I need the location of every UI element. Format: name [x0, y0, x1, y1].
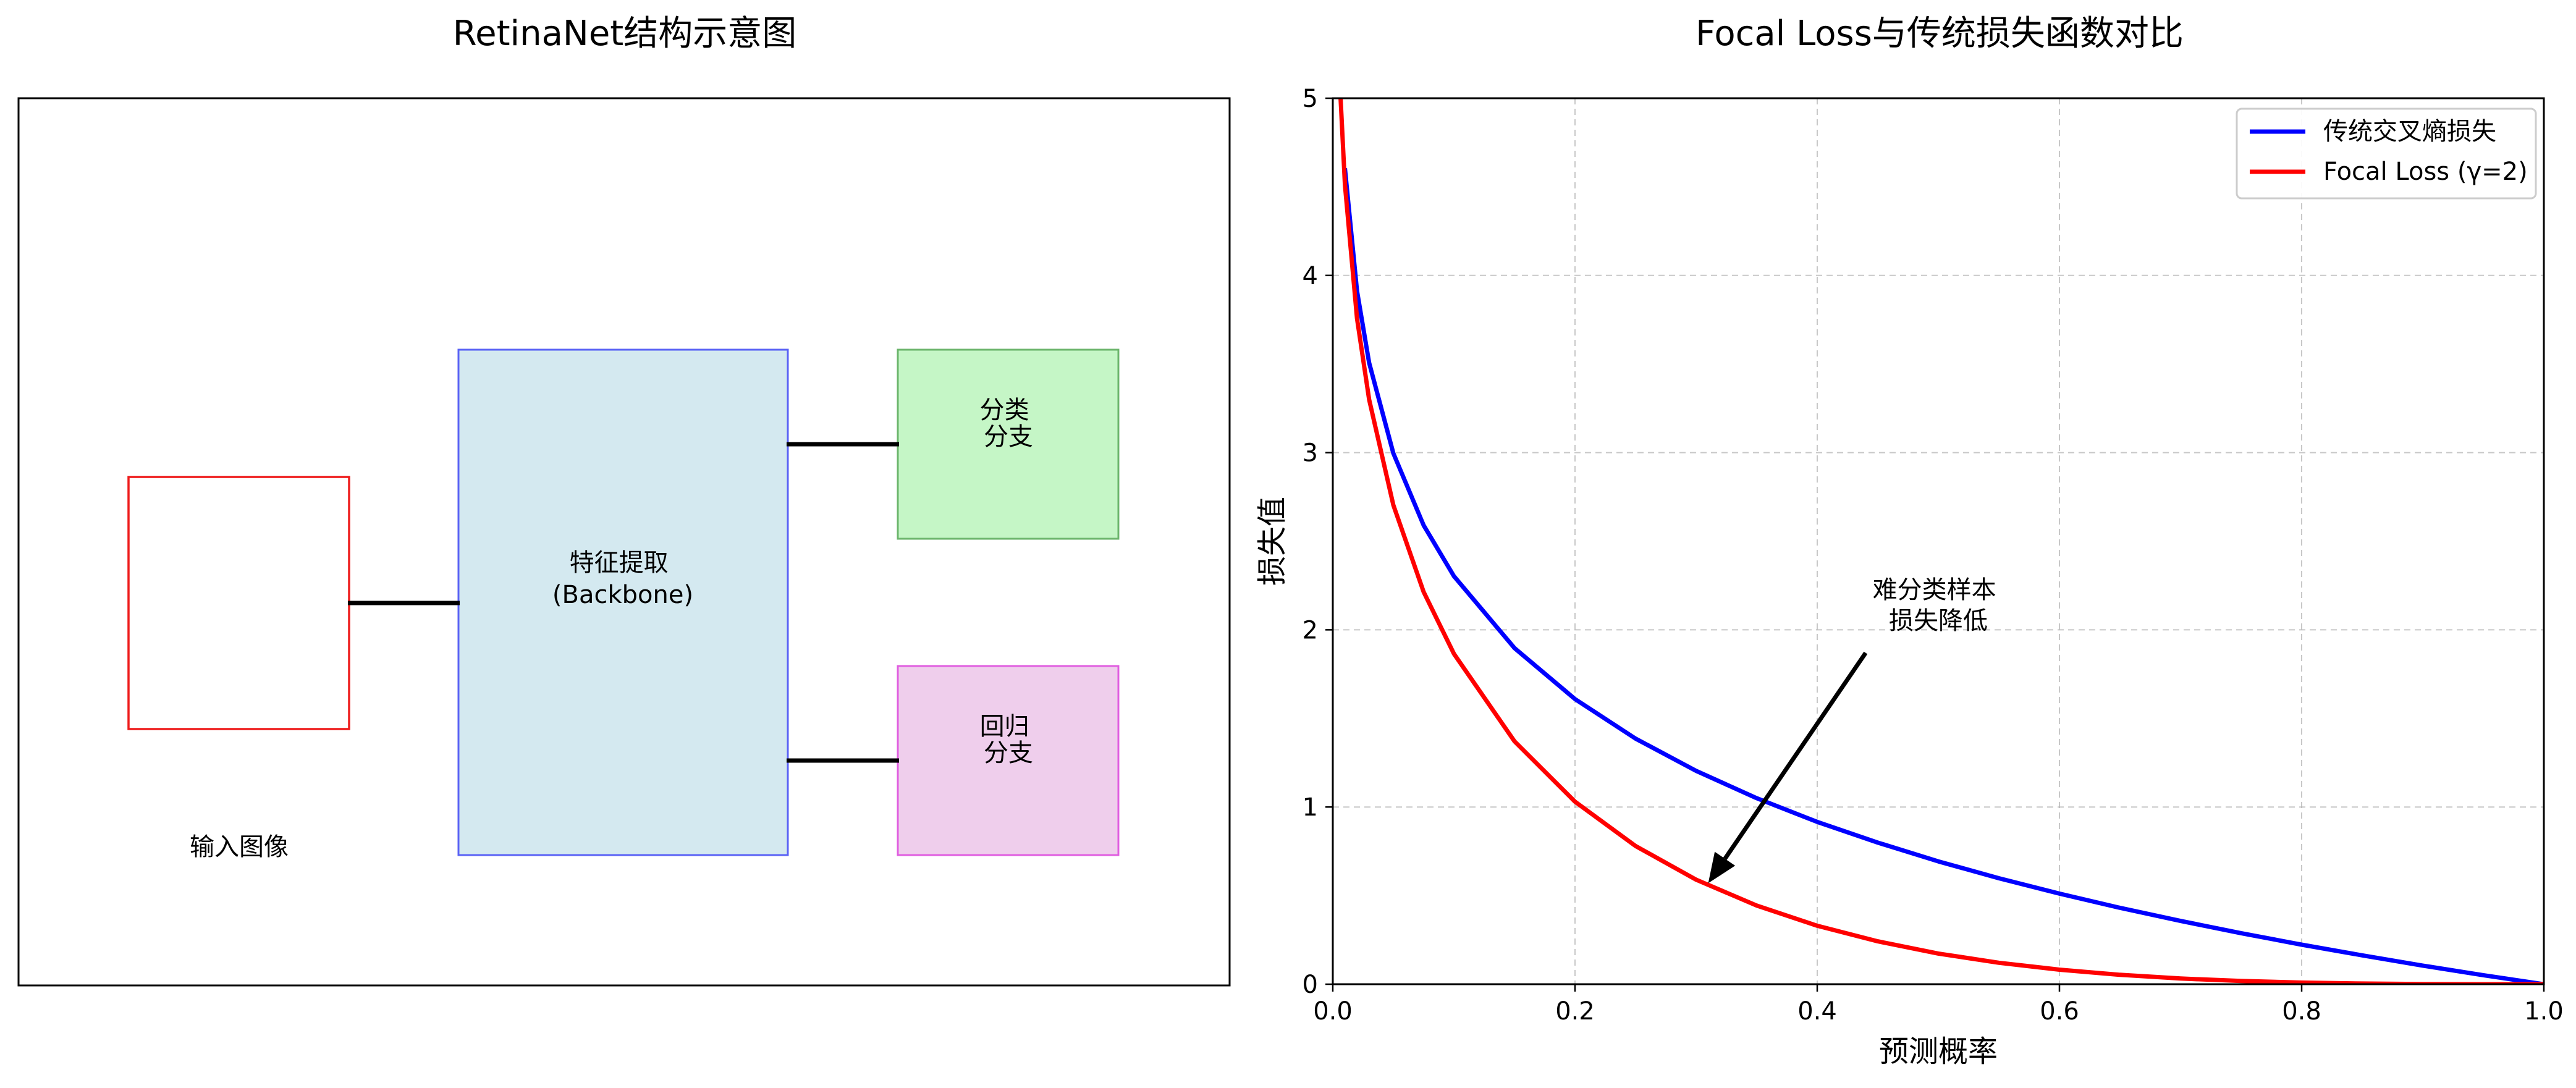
x-tick-label: 0.0	[1313, 997, 1353, 1026]
backbone-label: 特征提取 (Backbone)	[552, 549, 693, 609]
y-tick-label: 2	[1303, 616, 1318, 644]
annotation: 难分类样本 损失降低	[1708, 576, 2004, 883]
backbone-box	[457, 348, 789, 856]
legend-label-focal-loss: Focal Loss (γ=2)	[2323, 158, 2528, 186]
axis-ticks: 0.0 0.2 0.4 0.6 0.8 1.0 0 1 2 3 4 5	[1303, 85, 2564, 1026]
x-tick-label: 0.4	[1797, 997, 1837, 1026]
regression-label-line2: 分支	[984, 739, 1033, 767]
series-line-1	[1338, 98, 2544, 984]
diagram-title: RetinaNet结构示意图	[453, 14, 796, 54]
y-tick-label: 3	[1303, 439, 1318, 468]
regression-branch-label: 回归 分支	[980, 712, 1037, 767]
y-tick-label: 5	[1303, 85, 1318, 113]
classification-branch-label: 分类 分支	[980, 396, 1037, 451]
input-image-box	[127, 476, 350, 730]
retinanet-diagram: RetinaNet结构示意图 输入图像 特征提取 (Backbone) 分类 分…	[17, 14, 1231, 987]
annotation-line1: 难分类样本	[1873, 576, 1996, 604]
legend: 传统交叉熵损失 Focal Loss (γ=2)	[2236, 108, 2537, 200]
regression-label-line1: 回归	[980, 712, 1029, 741]
grid-lines	[1332, 98, 2544, 985]
annotation-line2: 损失降低	[1889, 607, 1988, 635]
legend-label-cross-entropy: 传统交叉熵损失	[2323, 117, 2496, 146]
regression-branch-box	[897, 665, 1120, 856]
input-image-label: 输入图像	[190, 833, 289, 861]
focal-loss-chart: Focal Loss与传统损失函数对比 0.0 0.2 0.4 0.6 0.8 1.0 0 1…	[1255, 14, 2564, 1069]
annotation-arrow-line	[1723, 651, 1868, 860]
series-layer	[1338, 98, 2544, 984]
plot-frame	[1332, 97, 2545, 985]
classification-branch-box	[897, 348, 1120, 540]
annotation-text: 难分类样本 损失降低	[1873, 576, 2004, 635]
y-tick-label: 0	[1303, 971, 1318, 999]
y-axis-label: 损失值	[1255, 497, 1290, 586]
x-tick-label: 0.2	[1555, 997, 1595, 1026]
y-tick-label: 1	[1303, 793, 1318, 822]
backbone-label-line2: (Backbone)	[552, 581, 693, 609]
backbone-label-line1: 特征提取	[570, 549, 669, 577]
x-tick-label: 0.6	[2040, 997, 2079, 1026]
annotation-arrow-head	[1708, 851, 1736, 883]
series-line-0	[1343, 167, 2544, 984]
diagram-frame	[17, 97, 1231, 987]
legend-frame	[2236, 108, 2537, 200]
x-axis-label: 预测概率	[1879, 1034, 1998, 1069]
classification-label-line1: 分类	[980, 396, 1029, 424]
classification-label-line2: 分支	[984, 423, 1033, 451]
y-tick-label: 4	[1303, 262, 1318, 290]
chart-title: Focal Loss与传统损失函数对比	[1696, 14, 2184, 54]
x-tick-label: 1.0	[2524, 997, 2564, 1026]
x-tick-label: 0.8	[2282, 997, 2321, 1026]
